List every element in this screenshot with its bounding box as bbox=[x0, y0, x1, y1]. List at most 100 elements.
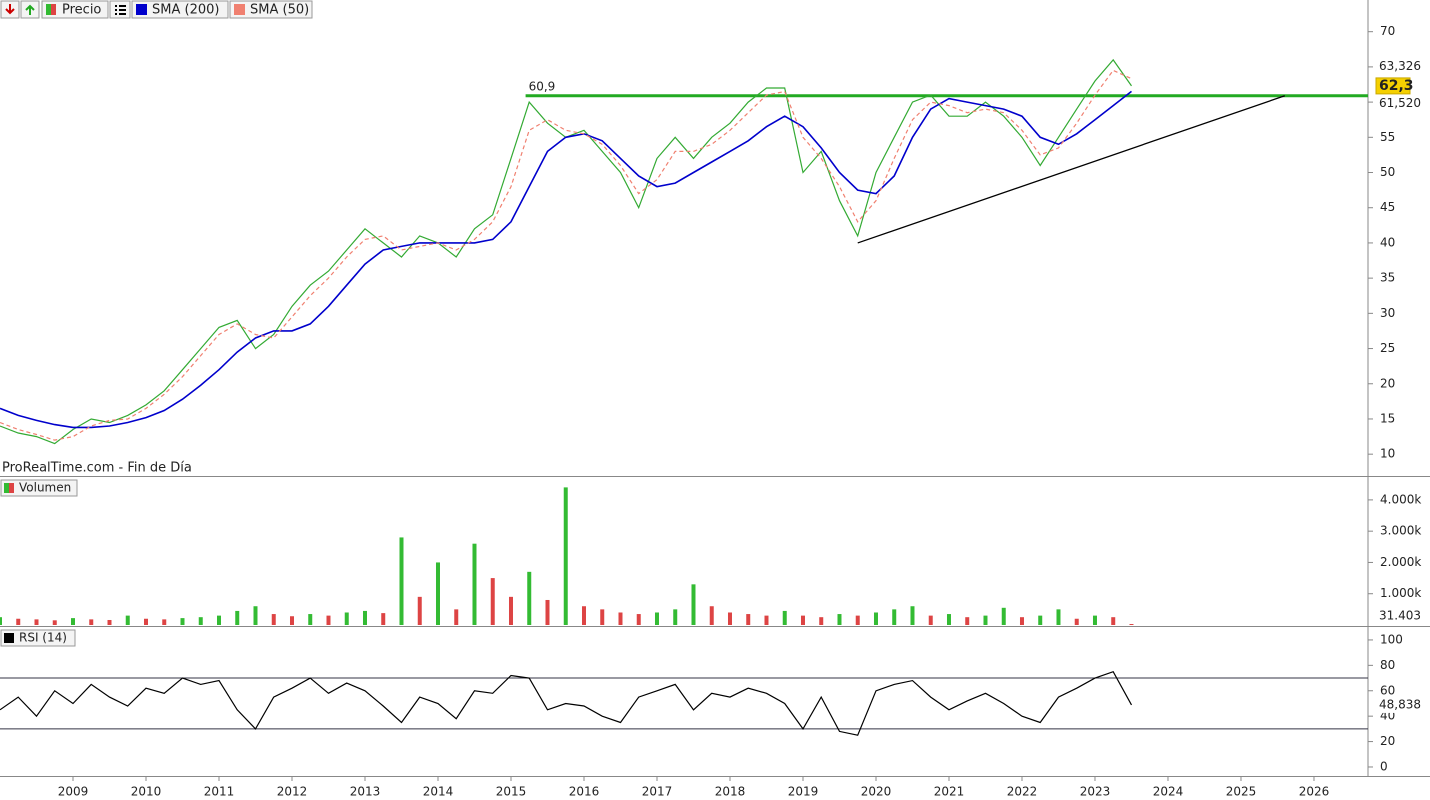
last-value-label: 62,3 bbox=[1375, 77, 1414, 95]
volume-bar bbox=[581, 606, 586, 625]
legend-label: SMA (50) bbox=[250, 3, 309, 18]
x-tick-label: 2019 bbox=[788, 785, 819, 799]
resistance-label: 60,9 bbox=[529, 79, 556, 93]
volume-bar bbox=[855, 615, 860, 625]
series-line bbox=[0, 69, 1132, 441]
volume-bar bbox=[34, 619, 39, 625]
last-value-label: 63,326 bbox=[1376, 58, 1428, 75]
y-tick-label: 30 bbox=[1380, 306, 1395, 320]
last-value-text: 62,3 bbox=[1379, 78, 1414, 94]
last-value-text: 31.403 bbox=[1379, 609, 1421, 623]
volume-bar bbox=[399, 537, 404, 625]
last-value-box bbox=[1375, 77, 1411, 95]
y-tick-label: 80 bbox=[1380, 658, 1395, 672]
y-tick-label: 60 bbox=[1380, 683, 1395, 697]
volume-bar bbox=[344, 612, 349, 625]
volume-bar bbox=[1074, 618, 1079, 625]
volume-bar bbox=[946, 614, 951, 625]
x-tick-label: 2022 bbox=[1007, 785, 1038, 799]
volume-bar bbox=[819, 617, 824, 625]
y-tick-label: 20 bbox=[1380, 376, 1395, 390]
volume-bar bbox=[727, 612, 732, 625]
y-tick-label: 50 bbox=[1380, 165, 1395, 179]
volume-bar bbox=[910, 606, 915, 625]
volume-bar bbox=[873, 612, 878, 625]
volume-bar bbox=[1092, 615, 1097, 625]
x-tick-label: 2009 bbox=[58, 785, 89, 799]
icon bbox=[115, 5, 126, 15]
y-tick-label: 2.000k bbox=[1380, 555, 1421, 569]
volume-bar bbox=[1056, 609, 1061, 625]
x-tick-label: 2024 bbox=[1153, 785, 1184, 799]
y-tick-label: 20 bbox=[1380, 734, 1395, 748]
volume-bar bbox=[764, 615, 769, 625]
volume-bar bbox=[198, 617, 203, 625]
last-value-box bbox=[1376, 696, 1428, 713]
series-line bbox=[0, 670, 1133, 736]
volume-bar bbox=[125, 615, 130, 625]
icon bbox=[4, 633, 14, 643]
last-value-text: 48,838 bbox=[1379, 697, 1421, 711]
y-tick-label: 15 bbox=[1380, 411, 1395, 425]
y-tick-label: 0 bbox=[1380, 759, 1388, 773]
panel-title: RSI (14) bbox=[0, 629, 76, 647]
last-value-label: 48,838 bbox=[1376, 696, 1428, 713]
panel-title: Volumen bbox=[0, 479, 78, 497]
volume-bar bbox=[362, 610, 367, 625]
source: ProRealTime.com - Fin de Día bbox=[2, 461, 192, 476]
last-value-box bbox=[1376, 95, 1428, 112]
volume-bar bbox=[490, 578, 495, 625]
legend-label: SMA (200) bbox=[152, 3, 219, 18]
y-tick-label: 25 bbox=[1380, 341, 1395, 355]
volume-bar bbox=[837, 614, 842, 625]
x-tick-label: 2018 bbox=[715, 785, 746, 799]
volume-bar bbox=[673, 609, 678, 625]
y-tick-label: 45 bbox=[1380, 200, 1395, 214]
volume-bar bbox=[527, 571, 532, 625]
volume-bar bbox=[563, 487, 568, 625]
volume-bar bbox=[654, 612, 659, 625]
y-tick-label: 10 bbox=[1380, 447, 1395, 461]
volume-bar bbox=[800, 615, 805, 625]
volume-bar bbox=[235, 610, 240, 625]
volume-bar bbox=[472, 543, 477, 625]
legend-box bbox=[131, 0, 229, 19]
last-value-label: 31.403 bbox=[1376, 608, 1428, 625]
last-value-text: 61,520 bbox=[1379, 96, 1421, 110]
volume-bar bbox=[253, 606, 258, 625]
x-tick-label: 2013 bbox=[350, 785, 381, 799]
volume-bar bbox=[782, 610, 787, 625]
volume-bar bbox=[545, 599, 550, 625]
volume-bar bbox=[600, 609, 605, 625]
volume-bar bbox=[691, 584, 696, 625]
volume-bar bbox=[928, 615, 933, 625]
volume-bar bbox=[435, 562, 440, 625]
legend-swatch bbox=[46, 4, 51, 15]
legend-swatch bbox=[234, 4, 245, 15]
volume-bar bbox=[983, 615, 988, 625]
last-value-label: 61,520 bbox=[1376, 95, 1428, 112]
legend: Precio SMA (200) SMA (50) bbox=[0, 0, 313, 19]
x-tick-label: 2012 bbox=[277, 785, 308, 799]
x-tick-label: 2014 bbox=[423, 785, 454, 799]
y-tick-label: 1.000k bbox=[1380, 586, 1421, 600]
x-tick-label: 2023 bbox=[1080, 785, 1111, 799]
y-tick-label: 70 bbox=[1380, 24, 1395, 38]
last-value-box bbox=[1376, 608, 1428, 625]
x-tick-label: 2010 bbox=[131, 785, 162, 799]
last-value-text: 63,326 bbox=[1379, 59, 1421, 73]
panel-title-text: RSI (14) bbox=[19, 631, 67, 645]
volume-bar bbox=[0, 617, 2, 625]
icon bbox=[25, 4, 35, 15]
volume-bar bbox=[70, 618, 75, 625]
y-tick-label: 4.000k bbox=[1380, 492, 1421, 506]
volume-bar bbox=[892, 609, 897, 625]
volume-bar bbox=[180, 618, 185, 625]
volume-bar bbox=[709, 606, 714, 625]
volume-bar bbox=[216, 615, 221, 625]
panel-title-text: Volumen bbox=[19, 481, 71, 495]
volume-bar bbox=[1019, 617, 1024, 625]
volume-bar bbox=[508, 596, 513, 625]
